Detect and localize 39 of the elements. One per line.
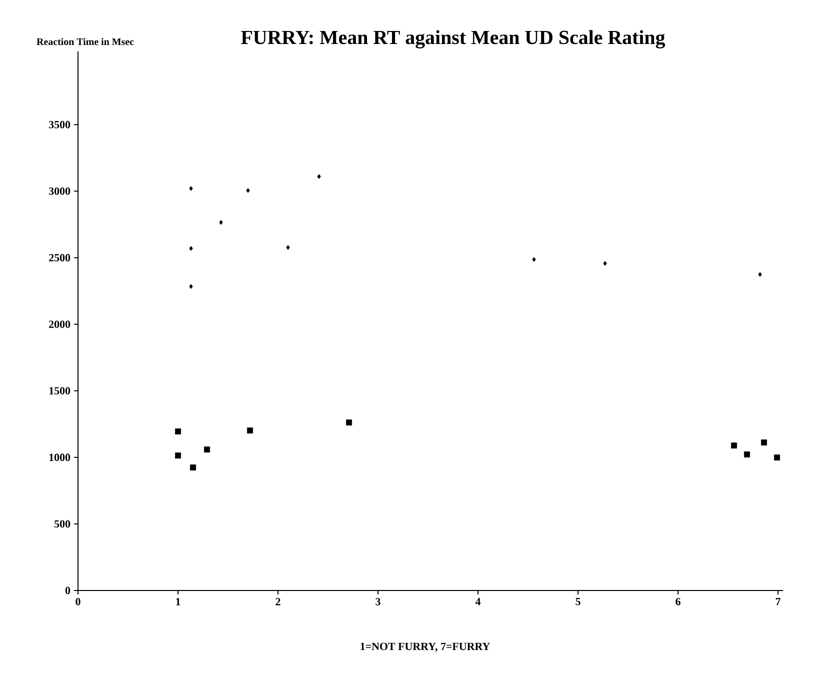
y-tick-label: 3000 [48, 187, 70, 195]
y-tick-label: 3500 [48, 120, 70, 128]
x-tick-label: 4 [475, 598, 481, 606]
point [189, 186, 193, 191]
x-tick-label: 6 [676, 598, 680, 606]
point [204, 446, 210, 452]
x-tick-label: 1 [176, 598, 180, 606]
point [731, 442, 738, 449]
point [603, 261, 607, 266]
y-axis-title: Reaction Time in Msec [36, 38, 134, 46]
point [219, 220, 223, 225]
point [532, 257, 536, 262]
chart-title: FURRY: Mean RT against Mean UD Scale Rating [241, 30, 666, 48]
point [246, 188, 250, 193]
y-tick-label: 1000 [49, 454, 70, 462]
point [175, 452, 181, 458]
point [744, 451, 750, 458]
point [317, 174, 321, 179]
y-tick-label: 0 [65, 586, 70, 594]
x-tick-label: 2 [276, 598, 280, 606]
point [175, 428, 181, 434]
x-tick-label: 5 [576, 598, 580, 606]
x-tick-label: 0 [76, 598, 80, 606]
point [774, 454, 780, 460]
x-axis-title: 1=NOT FURRY, 7=FURRY [360, 642, 490, 652]
x-tick-label: 7 [776, 598, 780, 606]
x-tick-label: 3 [376, 598, 380, 606]
y-tick-label: 1500 [49, 387, 70, 395]
point [346, 420, 352, 426]
point [247, 427, 253, 434]
point [758, 272, 762, 277]
point [189, 284, 193, 289]
y-tick-label: 2000 [49, 320, 70, 328]
point [761, 439, 768, 446]
point [189, 246, 193, 251]
y-tick-label: 2500 [49, 254, 70, 262]
point [190, 464, 196, 470]
y-tick-label: 500 [54, 520, 70, 528]
point [286, 245, 290, 250]
